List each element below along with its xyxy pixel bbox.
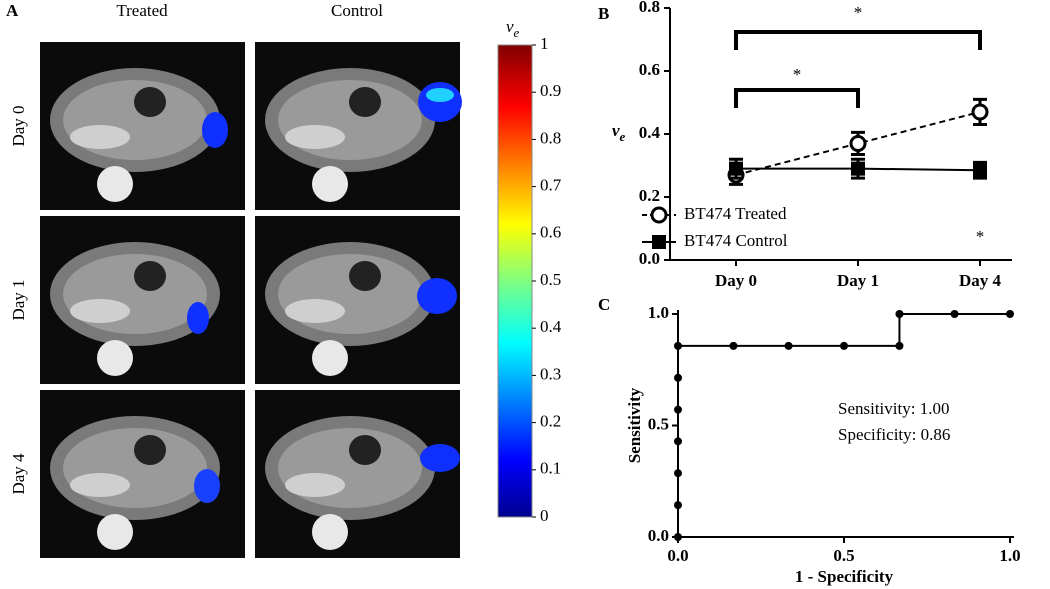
colorbar-tick-label: 0.9 — [540, 81, 561, 100]
y-tick-label: 0.4 — [639, 123, 661, 142]
colorbar-tick-label: 0.3 — [540, 364, 561, 383]
x-tick-label: Day 0 — [715, 271, 757, 290]
colorbar-tick-label: 0.7 — [540, 176, 562, 195]
annotation: * — [793, 65, 802, 84]
roc-point — [674, 373, 682, 382]
legend-label: BT474 Control — [684, 231, 788, 250]
colorbar-tick-label: 1 — [540, 34, 549, 53]
annotation: Sensitivity: 1.00 — [838, 399, 949, 418]
series-line — [735, 110, 981, 176]
roc-point — [895, 341, 904, 350]
y-tick-label: 0.0 — [648, 526, 669, 545]
roc-point — [1006, 310, 1014, 318]
colorbar-label: ve — [506, 17, 520, 40]
data-point — [849, 134, 867, 152]
y-tick-label: 0.2 — [639, 186, 660, 205]
colorbar-label-sub: e — [514, 25, 520, 40]
colorbar-tick-label: 0.1 — [540, 459, 561, 478]
row-label: Day 1 — [9, 279, 28, 320]
y-tick-label: 0.6 — [639, 60, 660, 79]
roc-point — [674, 533, 682, 541]
y-tick-label: 0.8 — [639, 0, 660, 16]
roc-point — [784, 341, 793, 350]
y-tick-label: 0.5 — [648, 414, 669, 433]
roc-point — [674, 405, 682, 414]
annotation: * — [854, 3, 863, 22]
y-tick-label: 0.0 — [639, 249, 660, 268]
column-label: Treated — [116, 1, 168, 20]
panel-label: A — [6, 1, 19, 20]
y-axis-label: ve — [612, 121, 626, 144]
data-point — [971, 103, 989, 121]
annotation: Specificity: 0.86 — [838, 425, 950, 444]
legend-marker — [650, 206, 668, 224]
roc-point — [895, 310, 904, 318]
bracket — [734, 88, 860, 108]
column-label: Control — [331, 1, 383, 20]
colorbar-tick-label: 0.2 — [540, 412, 561, 431]
roc-point — [840, 341, 848, 350]
x-tick-label: 1.0 — [999, 546, 1020, 565]
panel-label: C — [598, 295, 610, 314]
y-axis-label-sub: e — [620, 129, 626, 144]
roc-point — [674, 469, 682, 478]
data-point — [973, 163, 987, 178]
annotation: * — [976, 227, 985, 246]
row-label: Day 0 — [9, 105, 28, 146]
colorbar-label-main: v — [506, 17, 514, 36]
y-axis-label: Sensitivity — [625, 387, 644, 463]
x-tick-label: 0.0 — [667, 546, 688, 565]
roc-point — [674, 437, 682, 446]
y-tick-label: 1.0 — [648, 303, 669, 322]
roc-line — [677, 313, 1010, 537]
colorbar — [497, 44, 533, 518]
legend-marker — [652, 235, 666, 249]
x-tick-label: 0.5 — [833, 546, 854, 565]
row-label: Day 4 — [9, 453, 28, 495]
colorbar-tick-label: 0.5 — [540, 270, 561, 289]
colorbar-tick-label: 0.4 — [540, 317, 562, 336]
x-axis-label: 1 - Specificity — [795, 567, 894, 586]
data-point — [851, 161, 865, 176]
roc-point — [729, 341, 738, 350]
y-axis-label-main: v — [612, 121, 620, 140]
colorbar-tick-label: 0.8 — [540, 128, 561, 147]
roc-point — [674, 501, 682, 510]
data-point — [729, 161, 743, 176]
roc-point — [674, 341, 682, 350]
colorbar-tick-label: 0.6 — [540, 223, 561, 242]
bracket — [734, 30, 982, 50]
roc-point — [950, 310, 959, 318]
colorbar-tick-label: 0 — [540, 506, 549, 525]
legend-label: BT474 Treated — [684, 204, 787, 223]
x-tick-label: Day 4 — [959, 271, 1002, 290]
panel-label: B — [598, 4, 609, 23]
x-tick-label: Day 1 — [837, 271, 879, 290]
mri-images — [40, 42, 462, 558]
